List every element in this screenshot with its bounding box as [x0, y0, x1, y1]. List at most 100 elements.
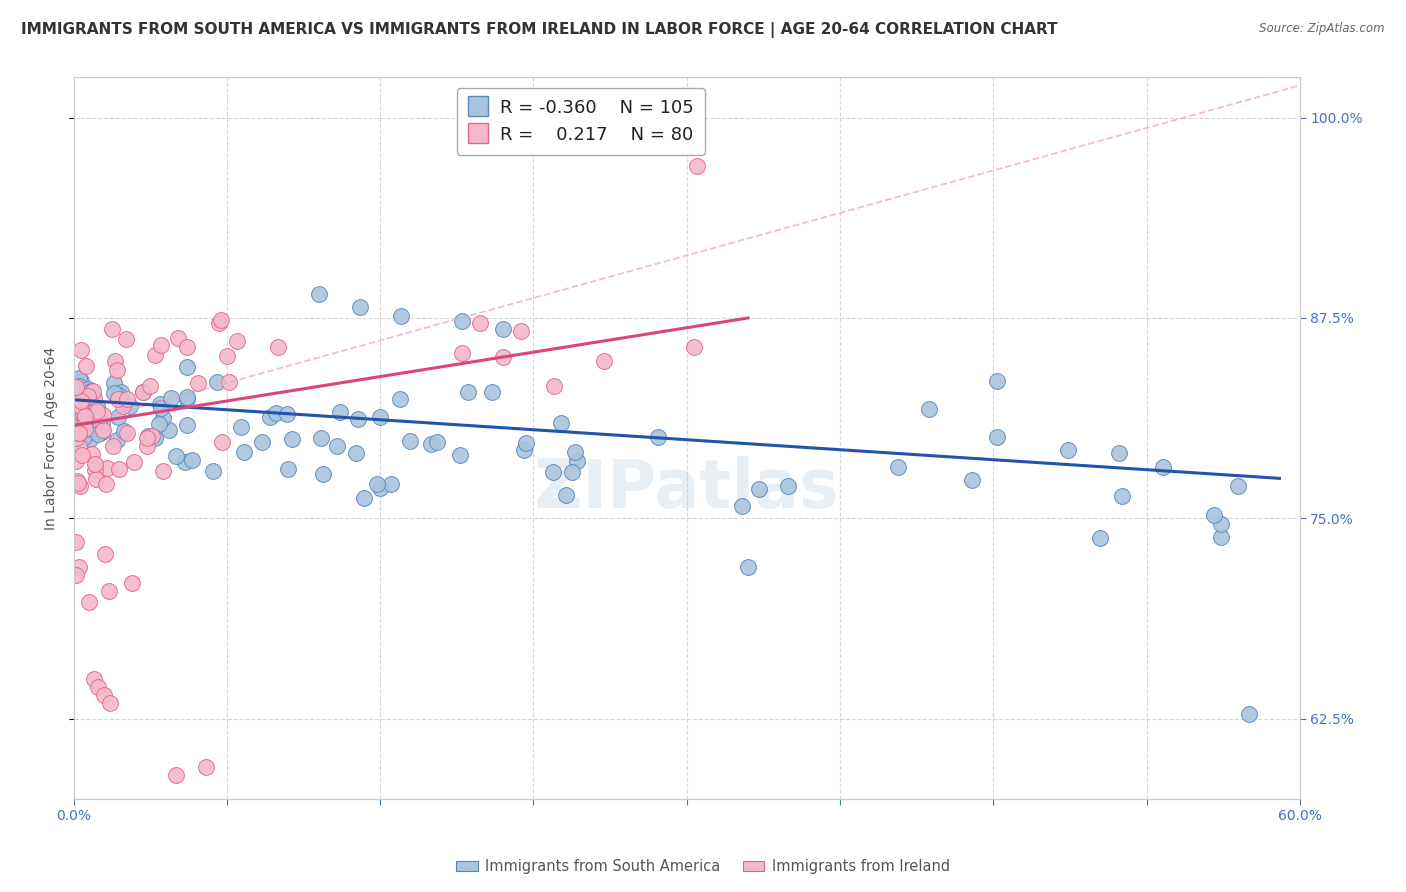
Point [366, 477, 388, 491]
Point [187, 376, 209, 391]
Point [1152, 459, 1174, 474]
Point [107, 392, 129, 406]
Point [65, 454, 87, 468]
Point [264, 406, 287, 420]
Point [141, 429, 163, 443]
Point [79, 432, 101, 446]
Point [165, 768, 187, 782]
Point [148, 417, 170, 432]
Point [115, 332, 138, 346]
Point [111, 399, 134, 413]
Point [554, 488, 576, 502]
Point [917, 402, 939, 417]
Point [65, 424, 87, 438]
Point [72, 407, 94, 421]
Point [107, 409, 129, 424]
Point [737, 559, 759, 574]
Point [115, 426, 138, 441]
Point [259, 409, 281, 424]
Point [67, 476, 90, 491]
Point [451, 314, 474, 328]
Point [91, 408, 114, 422]
Point [66, 474, 89, 488]
Point [176, 418, 198, 433]
Point [65, 394, 87, 409]
Point [509, 324, 531, 338]
Point [65, 419, 87, 434]
Point [120, 399, 142, 413]
Point [139, 379, 162, 393]
Point [77, 595, 100, 609]
Point [592, 354, 614, 368]
Point [72, 416, 94, 430]
Point [75, 422, 97, 436]
Point [468, 317, 491, 331]
Point [86, 404, 108, 418]
Point [451, 346, 474, 360]
Point [75, 392, 97, 407]
Point [226, 334, 249, 348]
Point [143, 431, 166, 445]
Point [110, 384, 132, 399]
Point [67, 379, 90, 393]
Point [93, 688, 115, 702]
Point [176, 390, 198, 404]
Point [77, 382, 100, 396]
Point [91, 423, 114, 437]
Point [100, 696, 122, 710]
Point [83, 457, 105, 471]
Point [90, 425, 112, 440]
Point [75, 385, 97, 400]
Point [174, 455, 197, 469]
Point [201, 464, 224, 478]
Point [513, 443, 536, 458]
Point [181, 453, 204, 467]
Point [70, 394, 93, 409]
Point [73, 409, 96, 423]
Point [370, 410, 392, 425]
Point [326, 439, 349, 453]
Point [353, 491, 375, 505]
Point [72, 415, 94, 429]
Point [277, 462, 299, 476]
Point [110, 387, 132, 401]
Point [132, 384, 155, 399]
Point [83, 392, 105, 406]
Point [368, 481, 391, 495]
Point [312, 467, 335, 482]
Point [550, 416, 572, 430]
Point [389, 392, 412, 407]
Point [389, 310, 412, 324]
Point [195, 760, 218, 774]
Point [65, 567, 87, 582]
Point [344, 446, 367, 460]
Point [87, 680, 110, 694]
Point [66, 412, 89, 426]
Point [543, 379, 565, 393]
Point [647, 430, 669, 444]
Point [65, 434, 87, 449]
Point [65, 379, 87, 393]
Point [103, 376, 125, 391]
Point [426, 434, 449, 449]
Point [138, 429, 160, 443]
Legend: Immigrants from South America, Immigrants from Ireland: Immigrants from South America, Immigrant… [450, 854, 956, 880]
Point [492, 350, 515, 364]
Point [1227, 479, 1250, 493]
Point [567, 454, 589, 468]
Point [122, 455, 145, 469]
Point [94, 476, 117, 491]
Point [1057, 443, 1080, 458]
Point [107, 363, 129, 377]
Point [70, 343, 93, 357]
Text: IMMIGRANTS FROM SOUTH AMERICA VS IMMIGRANTS FROM IRELAND IN LABOR FORCE | AGE 20: IMMIGRANTS FROM SOUTH AMERICA VS IMMIGRA… [21, 22, 1057, 38]
Point [67, 425, 90, 440]
Point [380, 477, 402, 491]
Point [65, 431, 87, 445]
Point [77, 399, 100, 413]
Point [157, 423, 180, 437]
Point [250, 435, 273, 450]
Point [207, 375, 229, 389]
Point [1209, 517, 1232, 532]
Point [149, 401, 172, 415]
